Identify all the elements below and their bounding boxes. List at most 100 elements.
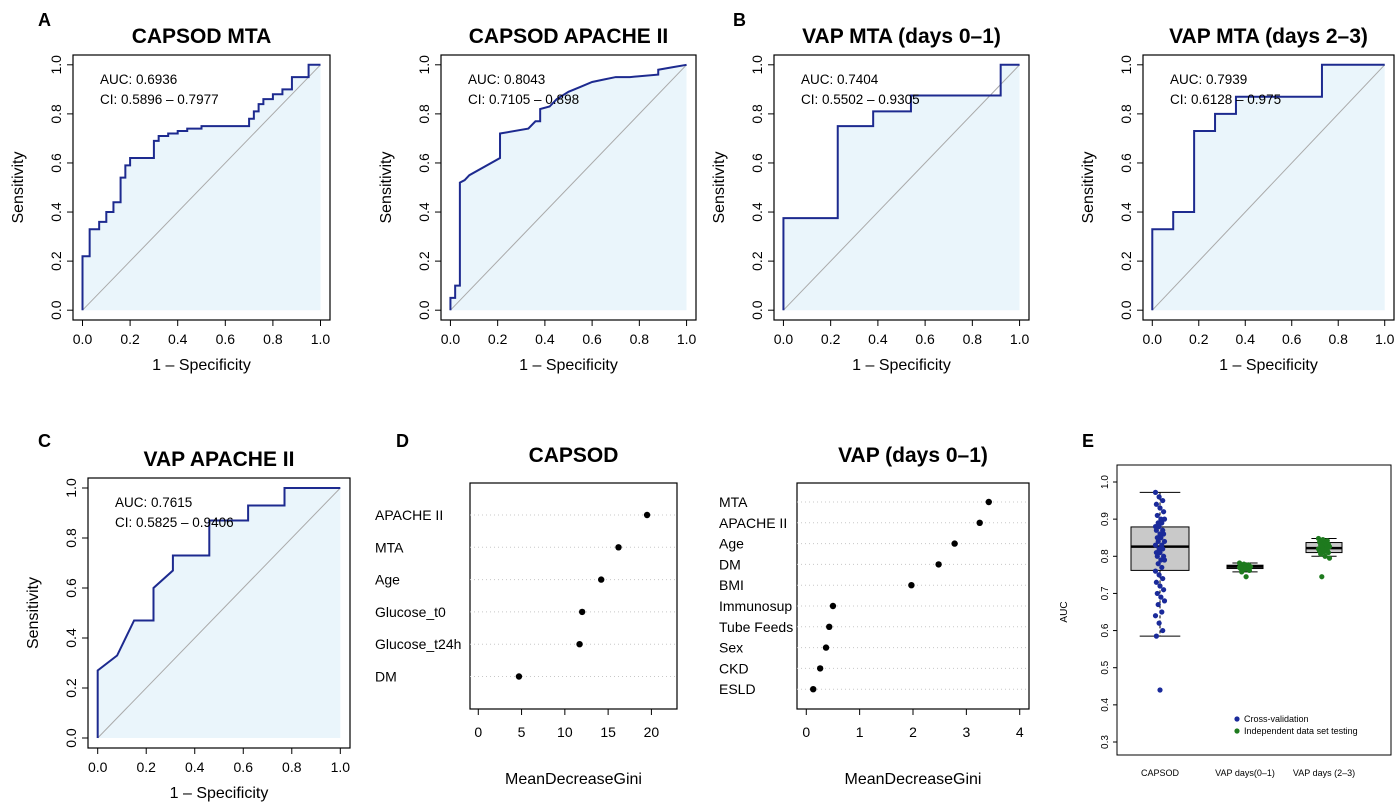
- reference-diagonal: [450, 64, 687, 311]
- panel-label-d: D: [396, 431, 409, 451]
- variable-label: Tube Feeds: [719, 619, 793, 635]
- x-tick-label: 4: [1016, 724, 1024, 740]
- auc-annotation: AUC: 0.7404: [801, 72, 879, 87]
- chart-title: VAP MTA (days 0–1): [802, 25, 1001, 48]
- x-tick-label: 0.8: [263, 331, 283, 347]
- chart-title: CAPSOD APACHE II: [469, 25, 669, 48]
- chart-title: VAP MTA (days 2–3): [1169, 25, 1368, 48]
- x-tick-label: 3: [962, 724, 970, 740]
- y-tick-label: 0.9: [1100, 512, 1111, 526]
- auc-point: [1161, 516, 1168, 522]
- auc-point: [1161, 538, 1168, 545]
- roc-curve: [81, 63, 321, 311]
- box-0: CAPSOD: [1130, 489, 1190, 778]
- chart-title: VAP APACHE II: [144, 448, 295, 471]
- auc-point: [1318, 551, 1324, 557]
- auc-annotation: AUC: 0.7615: [115, 495, 192, 510]
- auc-point: [1159, 520, 1165, 526]
- y-tick-label: 0.0: [1118, 300, 1134, 320]
- x-tick-label: 10: [557, 724, 573, 740]
- roc-panel-3: VAP MTA (days 2–3) 0.0 0.2 0.4 0.6 0.8 1.0 0.0 0…: [1080, 25, 1395, 374]
- auc-point: [1160, 627, 1166, 634]
- ci-annotation: CI: 0.6128 – 0.975: [1170, 92, 1281, 107]
- auc-point: [1161, 509, 1167, 515]
- importance-dot: [615, 544, 622, 551]
- importance-dot: [810, 686, 817, 693]
- x-tick-label: 0.8: [963, 331, 983, 347]
- ci-annotation: CI: 0.5896 – 0.7977: [100, 92, 219, 107]
- y-tick-label: 0.0: [48, 300, 64, 320]
- y-tick-label: 1.0: [1118, 55, 1134, 75]
- auc-point: [1152, 542, 1159, 548]
- variable-label: MTA: [719, 494, 748, 510]
- y-tick-label: 0.2: [416, 251, 432, 271]
- x-tick-label: 2: [909, 724, 917, 740]
- auc-point: [1243, 574, 1249, 580]
- auc-point: [1152, 568, 1159, 574]
- x-category-label: VAP days (2–3): [1293, 768, 1355, 778]
- y-tick-label: 0.6: [1118, 153, 1134, 173]
- y-tick-label: 0.6: [416, 153, 432, 173]
- plot-frame: [87, 477, 351, 749]
- x-tick-label: 0.8: [1328, 331, 1348, 347]
- roc-curve: [1151, 63, 1385, 311]
- variable-label: Immunosup: [719, 598, 792, 614]
- ci-annotation: CI: 0.7105 – 0.898: [468, 92, 579, 107]
- auc-point: [1319, 574, 1325, 580]
- auc-point: [1153, 501, 1159, 507]
- auc-point: [1156, 494, 1162, 500]
- variable-label: MTA: [375, 539, 404, 555]
- auc-point: [1246, 567, 1252, 574]
- auc-point: [1158, 535, 1164, 541]
- box-1: VAP days(0–1): [1215, 560, 1275, 778]
- variable-label: Sex: [719, 640, 743, 656]
- x-tick-label: 0.6: [915, 331, 935, 347]
- auc-point: [1153, 527, 1159, 533]
- auc-point: [1325, 549, 1331, 556]
- auc-point: [1158, 594, 1164, 600]
- chart-title: CAPSOD MTA: [132, 25, 272, 48]
- y-tick-label: 0.2: [63, 678, 79, 698]
- x-tick-label: 0.2: [821, 331, 841, 347]
- x-axis-label: 1 – Specificity: [852, 357, 951, 374]
- auc-point: [1157, 687, 1163, 693]
- x-tick-label: 1.0: [1375, 331, 1395, 347]
- y-tick-label: 0.4: [1118, 202, 1134, 222]
- variable-label: ESLD: [719, 681, 756, 697]
- roc-curve: [782, 63, 1020, 311]
- roc-curve: [449, 63, 687, 311]
- auc-point: [1239, 569, 1245, 575]
- importance-dot: [515, 673, 523, 680]
- panel-label-c: C: [38, 431, 51, 451]
- chart-title: VAP (days 0–1): [838, 444, 988, 467]
- x-axis-label: 1 – Specificity: [170, 785, 269, 802]
- auc-boxplot-panel: 0.3 0.4 0.5 0.6 0.7 0.8 0.9 1.0 AUC CAPSOD VAP day…: [1059, 464, 1392, 778]
- roc-panel-4: VAP APACHE II 0.0 0.2 0.4 0.6 0.8 1.0 0.0 0.2 0.4…: [25, 448, 351, 802]
- auc-annotation: AUC: 0.8043: [468, 72, 545, 87]
- y-axis-label: Sensitivity: [25, 577, 42, 649]
- x-tick-label: 0.0: [88, 759, 108, 775]
- x-tick-label: 0.2: [136, 759, 156, 775]
- x-tick-label: 0.4: [535, 331, 555, 347]
- auc-point: [1157, 583, 1163, 589]
- auc-point: [1161, 598, 1168, 604]
- x-tick-label: 1.0: [331, 759, 351, 775]
- x-tick-label: 1.0: [677, 331, 697, 347]
- x-tick-label: 20: [644, 724, 660, 740]
- y-axis-label: Sensitivity: [10, 151, 27, 223]
- panel-label-a: A: [38, 10, 51, 30]
- auc-point: [1152, 489, 1159, 495]
- y-tick-label: 0.5: [1100, 660, 1111, 674]
- y-tick-label: 0.6: [48, 153, 64, 173]
- x-tick-label: 1: [856, 724, 864, 740]
- importance-dot: [643, 511, 651, 519]
- y-tick-label: 0.2: [48, 251, 64, 271]
- y-axis-label: Sensitivity: [378, 151, 395, 223]
- importance-dot: [826, 623, 833, 630]
- y-tick-label: 0.8: [48, 104, 64, 124]
- auc-point: [1155, 561, 1161, 567]
- auc-point: [1322, 553, 1328, 559]
- y-tick-label: 0.2: [749, 251, 765, 271]
- auc-point: [1161, 587, 1167, 593]
- variable-label: Glucose_t24h: [375, 636, 461, 652]
